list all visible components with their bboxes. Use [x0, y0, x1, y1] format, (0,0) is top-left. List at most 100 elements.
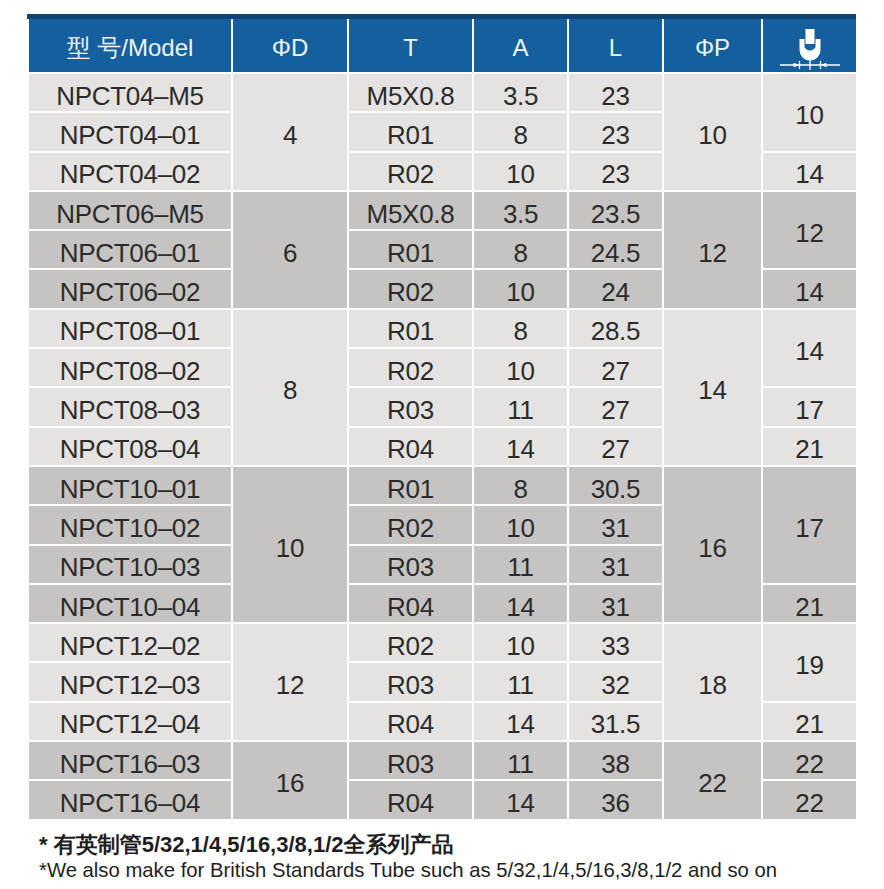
cell-model: NPCT12–04	[28, 702, 232, 741]
footnote-chinese: * 有英制管5/32,1/4,5/16,3/8,1/2全系列产品	[39, 832, 884, 858]
width-across-flats-icon	[778, 27, 842, 71]
catalog-page: 型 号/Model ΦD T A L ΦP	[0, 0, 884, 882]
table-row: NPCT04–M54M5X0.83.5231010	[28, 73, 857, 112]
cell-a: 8	[473, 466, 568, 505]
cell-model: NPCT08–03	[28, 387, 232, 426]
cell-t: R01	[348, 230, 473, 269]
cell-phi-p: 14	[663, 309, 762, 466]
cell-l: 32	[568, 662, 663, 701]
cell-model: NPCT04–M5	[28, 73, 232, 112]
cell-wrench-size: 22	[762, 741, 857, 780]
cell-model: NPCT08–02	[28, 348, 232, 387]
cell-a: 14	[473, 702, 568, 741]
cell-t: R02	[348, 152, 473, 191]
footnote-english: *We also make for British Standards Tube…	[39, 858, 884, 882]
cell-phi-p: 12	[663, 191, 762, 309]
cell-wrench-size: 12	[762, 191, 857, 270]
cell-t: R02	[348, 269, 473, 308]
cell-t: R03	[348, 387, 473, 426]
cell-model: NPCT10–01	[28, 466, 232, 505]
cell-a: 8	[473, 309, 568, 348]
cell-a: 3.5	[473, 191, 568, 230]
cell-t: R03	[348, 662, 473, 701]
cell-l: 27	[568, 427, 663, 466]
cell-phi-d: 8	[232, 309, 348, 466]
cell-wrench-size: 21	[762, 427, 857, 466]
header-model: 型 号/Model	[28, 19, 232, 73]
cell-model: NPCT08–04	[28, 427, 232, 466]
cell-t: M5X0.8	[348, 73, 473, 112]
cell-a: 10	[473, 348, 568, 387]
cell-t: R04	[348, 702, 473, 741]
table-row: NPCT12–0212R0210331819	[28, 623, 857, 662]
cell-wrench-size: 14	[762, 152, 857, 191]
cell-t: R01	[348, 309, 473, 348]
cell-a: 11	[473, 545, 568, 584]
cell-a: 8	[473, 230, 568, 269]
header-row: 型 号/Model ΦD T A L ΦP	[28, 19, 857, 73]
cell-t: R01	[348, 112, 473, 151]
cell-phi-d: 12	[232, 623, 348, 741]
cell-phi-d: 16	[232, 741, 348, 820]
cell-l: 27	[568, 387, 663, 426]
cell-phi-d: 4	[232, 73, 348, 191]
cell-t: R03	[348, 545, 473, 584]
cell-l: 23	[568, 112, 663, 151]
cell-l: 31	[568, 505, 663, 544]
cell-t: R04	[348, 780, 473, 819]
cell-l: 24.5	[568, 230, 663, 269]
header-t: T	[348, 19, 473, 73]
cell-model: NPCT10–02	[28, 505, 232, 544]
cell-phi-d: 6	[232, 191, 348, 309]
cell-l: 23	[568, 73, 663, 112]
cell-t: R03	[348, 741, 473, 780]
cell-t: R04	[348, 427, 473, 466]
cell-model: NPCT08–01	[28, 309, 232, 348]
cell-model: NPCT12–03	[28, 662, 232, 701]
cell-a: 14	[473, 584, 568, 623]
cell-l: 38	[568, 741, 663, 780]
cell-l: 31	[568, 584, 663, 623]
cell-t: R04	[348, 584, 473, 623]
cell-wrench-size: 22	[762, 780, 857, 819]
cell-a: 8	[473, 112, 568, 151]
cell-a: 11	[473, 387, 568, 426]
cell-t: R01	[348, 466, 473, 505]
cell-wrench-size: 17	[762, 387, 857, 426]
cell-l: 33	[568, 623, 663, 662]
cell-l: 31	[568, 545, 663, 584]
cell-phi-p: 18	[663, 623, 762, 741]
cell-t: R02	[348, 505, 473, 544]
cell-l: 30.5	[568, 466, 663, 505]
cell-phi-p: 10	[663, 73, 762, 191]
cell-model: NPCT16–03	[28, 741, 232, 780]
cell-l: 23.5	[568, 191, 663, 230]
cell-l: 23	[568, 152, 663, 191]
cell-l: 24	[568, 269, 663, 308]
header-a: A	[473, 19, 568, 73]
spec-table: 型 号/Model ΦD T A L ΦP	[27, 19, 858, 821]
cell-wrench-size: 21	[762, 702, 857, 741]
header-wrench-size	[762, 19, 857, 73]
cell-a: 14	[473, 780, 568, 819]
cell-wrench-size: 19	[762, 623, 857, 702]
cell-l: 27	[568, 348, 663, 387]
cell-wrench-size: 10	[762, 73, 857, 152]
cell-model: NPCT10–03	[28, 545, 232, 584]
cell-t: M5X0.8	[348, 191, 473, 230]
cell-a: 3.5	[473, 73, 568, 112]
cell-model: NPCT12–02	[28, 623, 232, 662]
table-row: NPCT10–0110R01830.51617	[28, 466, 857, 505]
cell-a: 10	[473, 623, 568, 662]
table-row: NPCT16–0316R0311382222	[28, 741, 857, 780]
cell-phi-d: 10	[232, 466, 348, 623]
table-row: NPCT06–M56M5X0.83.523.51212	[28, 191, 857, 230]
cell-model: NPCT06–01	[28, 230, 232, 269]
cell-a: 11	[473, 662, 568, 701]
cell-wrench-size: 14	[762, 269, 857, 308]
header-phi-d: ΦD	[232, 19, 348, 73]
cell-l: 31.5	[568, 702, 663, 741]
cell-phi-p: 22	[663, 741, 762, 820]
cell-a: 10	[473, 152, 568, 191]
cell-t: R02	[348, 623, 473, 662]
